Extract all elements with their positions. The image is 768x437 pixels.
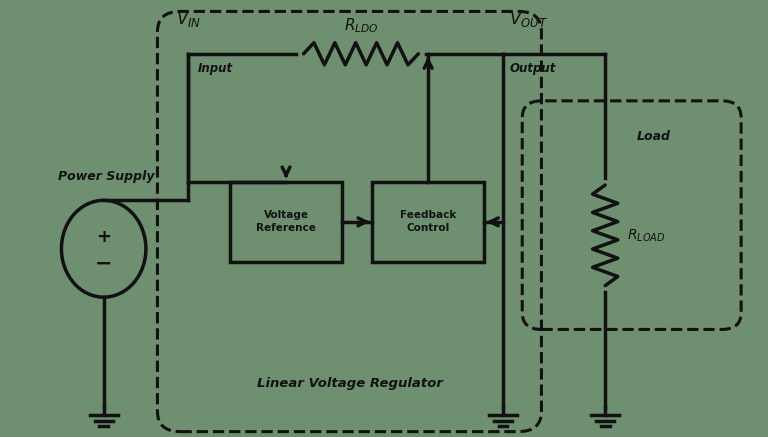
Text: Feedback
Control: Feedback Control (400, 210, 456, 233)
Text: Load: Load (637, 130, 670, 143)
Text: $R_{LOAD}$: $R_{LOAD}$ (627, 227, 665, 243)
Text: +: + (96, 228, 111, 246)
Text: Power Supply: Power Supply (58, 170, 154, 183)
Text: $V_{IN}$: $V_{IN}$ (176, 9, 200, 29)
Text: Input: Input (197, 62, 233, 75)
Text: $R_{LDO}$: $R_{LDO}$ (343, 16, 379, 35)
Text: −: − (95, 253, 112, 274)
Text: $V_{OUT}$: $V_{OUT}$ (509, 9, 548, 29)
Text: Output: Output (509, 62, 555, 75)
Text: Voltage
Reference: Voltage Reference (257, 210, 316, 233)
Text: Linear Voltage Regulator: Linear Voltage Regulator (257, 377, 442, 390)
